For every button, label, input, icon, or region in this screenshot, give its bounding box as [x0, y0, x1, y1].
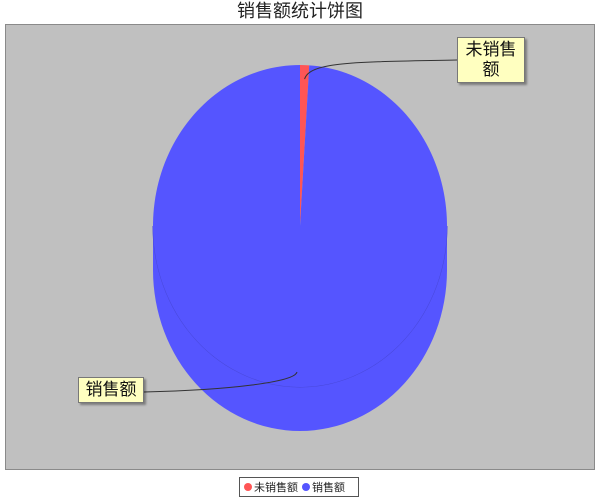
legend-swatch-unsold	[244, 483, 252, 491]
pie-side-wall	[153, 226, 447, 431]
slice-label-sold: 销售额	[78, 377, 144, 403]
legend: 未销售额 销售额	[239, 477, 359, 497]
legend-label-sold: 销售额	[312, 481, 345, 494]
leader-line-sold	[143, 371, 298, 393]
legend-item-sold[interactable]: 销售额	[302, 479, 345, 495]
pie-slice-1	[153, 65, 448, 387]
legend-swatch-sold	[302, 483, 310, 491]
chart-title: 销售额统计饼图	[237, 1, 363, 22]
legend-label-unsold: 未销售额	[254, 481, 298, 494]
pie-slice-0	[300, 65, 310, 226]
legend-item-unsold[interactable]: 未销售额	[244, 479, 298, 495]
leader-line-unsold	[304, 59, 458, 80]
slice-label-unsold: 未销售额	[457, 37, 525, 83]
